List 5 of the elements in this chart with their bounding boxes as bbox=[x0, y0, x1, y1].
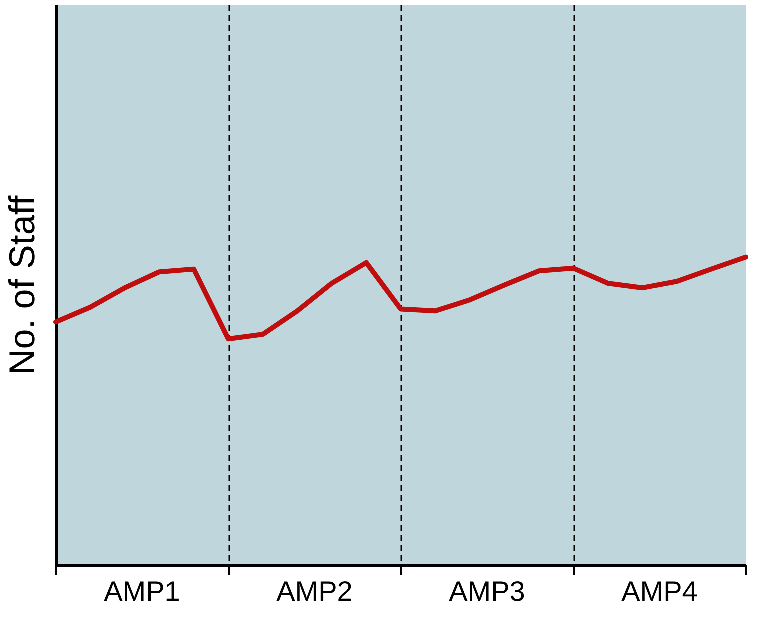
text: AMP2 bbox=[276, 576, 353, 607]
text: AMP3 bbox=[449, 576, 526, 607]
text: AMP1 bbox=[104, 576, 180, 607]
text: AMP4 bbox=[622, 576, 698, 607]
y-axis-title: No. of Staff bbox=[2, 194, 42, 376]
